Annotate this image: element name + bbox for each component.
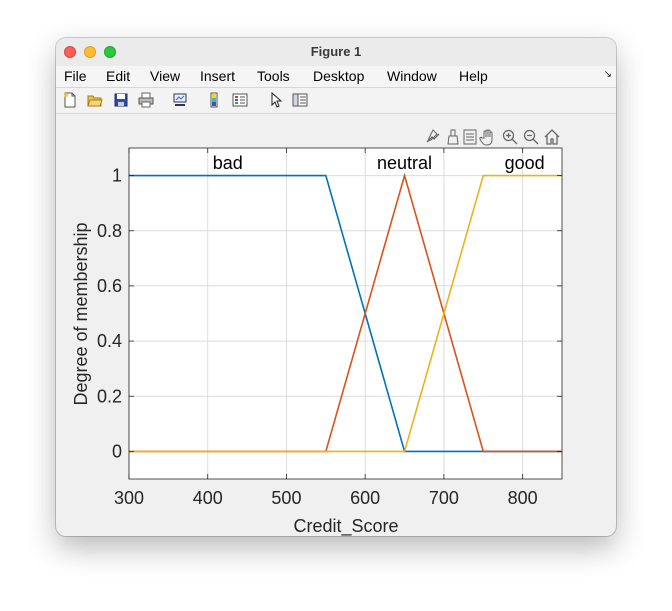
brush-icon[interactable] bbox=[444, 128, 462, 146]
pan-hand-icon[interactable] bbox=[479, 128, 497, 146]
property-inspector-icon[interactable] bbox=[292, 92, 308, 108]
title-bar[interactable]: Figure 1 bbox=[56, 38, 616, 66]
menu-insert[interactable]: Insert bbox=[200, 68, 236, 84]
open-file-icon[interactable] bbox=[87, 92, 103, 108]
axes-box bbox=[128, 147, 563, 480]
print-icon[interactable] bbox=[138, 92, 154, 108]
x-tick-label: 400 bbox=[193, 488, 223, 508]
series-line-good bbox=[129, 174, 562, 453]
menu-edit[interactable]: Edit bbox=[106, 68, 131, 84]
y-tick-label: 0.2 bbox=[97, 386, 122, 406]
close-button[interactable] bbox=[64, 46, 76, 58]
window-title: Figure 1 bbox=[310, 44, 362, 59]
y-tick-label: 1 bbox=[112, 166, 122, 186]
dock-arrow-icon[interactable]: ↘ bbox=[603, 69, 612, 80]
edit-plot-icon[interactable] bbox=[268, 92, 284, 108]
new-figure-icon[interactable] bbox=[62, 92, 78, 108]
series-label-good: good bbox=[505, 153, 545, 173]
y-axis-label: Degree of membership bbox=[71, 222, 91, 405]
colorbar-icon[interactable] bbox=[206, 92, 222, 108]
plot-area[interactable] bbox=[129, 148, 562, 479]
x-axis-label: Credit_Score bbox=[293, 516, 398, 537]
menu-view[interactable]: View bbox=[150, 68, 181, 84]
menu-bar: File Edit View Insert Tools Desktop Wind… bbox=[56, 66, 616, 88]
legend-toggle-icon[interactable] bbox=[461, 128, 479, 146]
x-tick-label: 600 bbox=[350, 488, 380, 508]
menu-tools[interactable]: Tools bbox=[257, 68, 290, 84]
zoom-out-icon[interactable] bbox=[522, 128, 540, 146]
y-tick-label: 0.8 bbox=[97, 221, 122, 241]
series-label-neutral: neutral bbox=[377, 153, 432, 173]
minimize-button[interactable] bbox=[84, 46, 96, 58]
figure-toolbar bbox=[56, 88, 616, 114]
x-tick-label: 700 bbox=[429, 488, 459, 508]
x-tick-label: 800 bbox=[508, 488, 538, 508]
y-tick-label: 0 bbox=[112, 441, 122, 461]
menu-help[interactable]: Help bbox=[459, 68, 488, 84]
menu-file[interactable]: File bbox=[64, 68, 87, 84]
save-icon[interactable] bbox=[113, 92, 129, 108]
menu-desktop[interactable]: Desktop bbox=[313, 68, 365, 84]
data-tips-icon[interactable] bbox=[424, 128, 442, 146]
zoom-button[interactable] bbox=[104, 46, 116, 58]
x-tick-label: 500 bbox=[271, 488, 301, 508]
y-tick-label: 0.6 bbox=[97, 276, 122, 296]
home-icon[interactable] bbox=[543, 128, 561, 146]
menu-window[interactable]: Window bbox=[387, 68, 437, 84]
link-plot-icon[interactable] bbox=[172, 92, 188, 108]
zoom-in-icon[interactable] bbox=[501, 128, 519, 146]
x-tick-label: 300 bbox=[114, 488, 144, 508]
y-tick-label: 0.4 bbox=[97, 331, 122, 351]
series-label-bad: bad bbox=[213, 153, 243, 173]
legend-icon[interactable] bbox=[232, 92, 248, 108]
